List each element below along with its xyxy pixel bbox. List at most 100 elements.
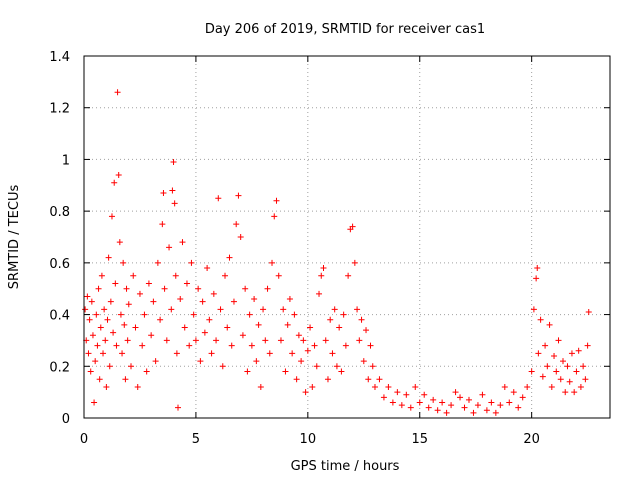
data-point bbox=[557, 376, 564, 383]
data-point bbox=[264, 285, 271, 292]
data-point bbox=[311, 342, 318, 349]
data-point bbox=[101, 306, 108, 313]
data-point bbox=[566, 378, 573, 385]
data-point bbox=[197, 358, 204, 365]
data-point bbox=[544, 363, 551, 370]
data-point bbox=[394, 389, 401, 396]
data-point bbox=[300, 337, 307, 344]
data-point bbox=[88, 298, 95, 305]
x-tick-label: 15 bbox=[411, 432, 428, 447]
data-point bbox=[548, 383, 555, 390]
data-point bbox=[530, 306, 537, 313]
y-tick-label: 0.8 bbox=[49, 205, 70, 220]
data-point bbox=[96, 376, 103, 383]
data-point bbox=[141, 311, 148, 318]
data-point bbox=[86, 316, 93, 323]
data-point bbox=[425, 404, 432, 411]
data-point bbox=[128, 363, 135, 370]
x-tick-label: 10 bbox=[300, 432, 317, 447]
data-point bbox=[159, 221, 166, 228]
data-point bbox=[213, 337, 220, 344]
data-point bbox=[169, 187, 176, 194]
data-point bbox=[363, 327, 370, 334]
data-point bbox=[338, 368, 345, 375]
data-point bbox=[91, 399, 98, 406]
data-point bbox=[416, 399, 423, 406]
y-axis-label: SRMTID / TECUs bbox=[7, 185, 22, 290]
data-point bbox=[117, 311, 124, 318]
data-point bbox=[318, 272, 325, 279]
data-point bbox=[248, 342, 255, 349]
data-point bbox=[483, 407, 490, 414]
data-point bbox=[171, 200, 178, 207]
data-point bbox=[175, 404, 182, 411]
x-tick-label: 20 bbox=[523, 432, 540, 447]
data-point bbox=[204, 265, 211, 272]
data-point bbox=[562, 389, 569, 396]
data-point bbox=[533, 275, 540, 282]
data-point bbox=[291, 311, 298, 318]
data-point bbox=[443, 409, 450, 416]
data-point bbox=[114, 89, 121, 96]
data-point bbox=[148, 332, 155, 339]
data-point bbox=[389, 399, 396, 406]
data-point bbox=[123, 285, 130, 292]
data-point bbox=[121, 321, 128, 328]
data-point bbox=[168, 306, 175, 313]
data-point bbox=[380, 394, 387, 401]
data-point bbox=[293, 376, 300, 383]
data-point bbox=[237, 234, 244, 240]
data-point bbox=[286, 296, 293, 303]
data-point bbox=[313, 363, 320, 370]
data-point bbox=[125, 301, 132, 308]
data-point bbox=[100, 350, 107, 357]
data-point bbox=[115, 171, 122, 178]
data-point bbox=[298, 358, 305, 365]
y-tick-label: 1.2 bbox=[49, 102, 70, 117]
data-point bbox=[421, 391, 428, 398]
data-point bbox=[470, 409, 477, 416]
data-point bbox=[331, 306, 338, 313]
data-point bbox=[535, 350, 542, 357]
data-point bbox=[179, 239, 186, 246]
data-point bbox=[97, 324, 104, 331]
data-point bbox=[177, 296, 184, 303]
data-point bbox=[465, 396, 472, 403]
data-point bbox=[230, 298, 237, 305]
y-tick-label: 0 bbox=[62, 412, 70, 427]
data-point bbox=[170, 159, 177, 166]
data-point bbox=[434, 407, 441, 414]
data-point bbox=[336, 324, 343, 331]
data-point bbox=[161, 285, 168, 292]
data-point bbox=[322, 337, 329, 344]
data-point bbox=[385, 383, 392, 390]
data-point bbox=[282, 368, 289, 375]
data-point bbox=[345, 272, 352, 279]
data-point bbox=[85, 350, 92, 357]
axes bbox=[83, 55, 611, 419]
data-point bbox=[349, 223, 356, 230]
data-point bbox=[452, 389, 459, 396]
data-point bbox=[228, 342, 235, 349]
data-point bbox=[356, 337, 363, 344]
data-point bbox=[564, 363, 571, 370]
data-point bbox=[412, 383, 419, 390]
data-point bbox=[342, 342, 349, 349]
data-point bbox=[143, 368, 150, 375]
data-point bbox=[275, 272, 282, 279]
data-point bbox=[448, 402, 455, 409]
data-point bbox=[217, 306, 224, 313]
data-point bbox=[407, 404, 414, 411]
data-point bbox=[160, 190, 167, 197]
data-point bbox=[89, 332, 96, 339]
data-point bbox=[257, 383, 264, 390]
data-point bbox=[307, 324, 314, 331]
data-point bbox=[474, 402, 481, 409]
data-point bbox=[87, 368, 94, 375]
data-point bbox=[215, 195, 222, 202]
data-point bbox=[271, 213, 278, 220]
data-point bbox=[110, 329, 117, 336]
data-point bbox=[360, 358, 367, 365]
data-point bbox=[132, 324, 139, 331]
